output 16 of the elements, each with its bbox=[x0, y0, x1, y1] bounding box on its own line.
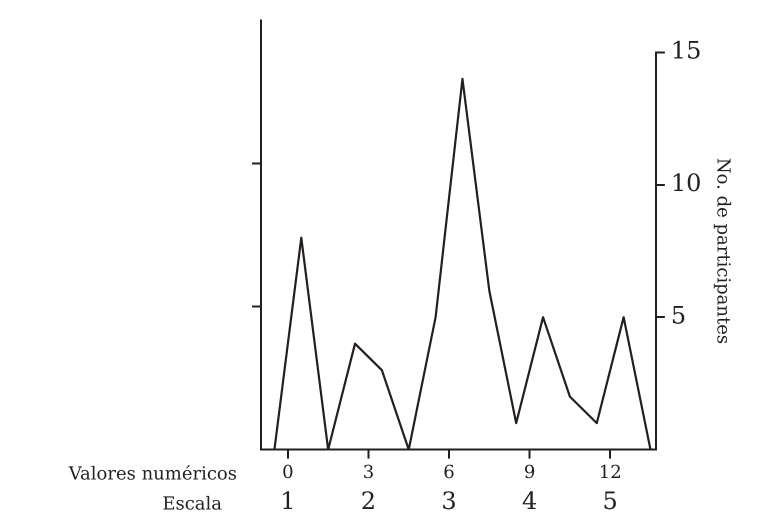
x-tick-label: 0 bbox=[282, 462, 294, 484]
x-tick-label: 9 bbox=[524, 462, 536, 484]
y2-axis-title: No. de participantes bbox=[712, 158, 734, 344]
x2-tick-label: 4 bbox=[522, 486, 538, 515]
x2-tick-label: 2 bbox=[360, 486, 376, 515]
x-tick-label: 3 bbox=[362, 462, 374, 484]
y2-tick-label: 15 bbox=[670, 36, 702, 65]
y2-tick-label: 10 bbox=[670, 169, 702, 198]
x-tick-label: 6 bbox=[443, 462, 455, 484]
x-tick-label: 12 bbox=[598, 462, 622, 484]
x2-tick-label: 5 bbox=[602, 486, 618, 515]
x-axis-title: Valores numéricos bbox=[68, 463, 237, 484]
x2-tick-label: 1 bbox=[280, 486, 296, 515]
x2-tick-label: 3 bbox=[441, 486, 457, 515]
y2-tick-label: 5 bbox=[670, 301, 686, 330]
x2-axis-title: Escala bbox=[162, 493, 222, 514]
